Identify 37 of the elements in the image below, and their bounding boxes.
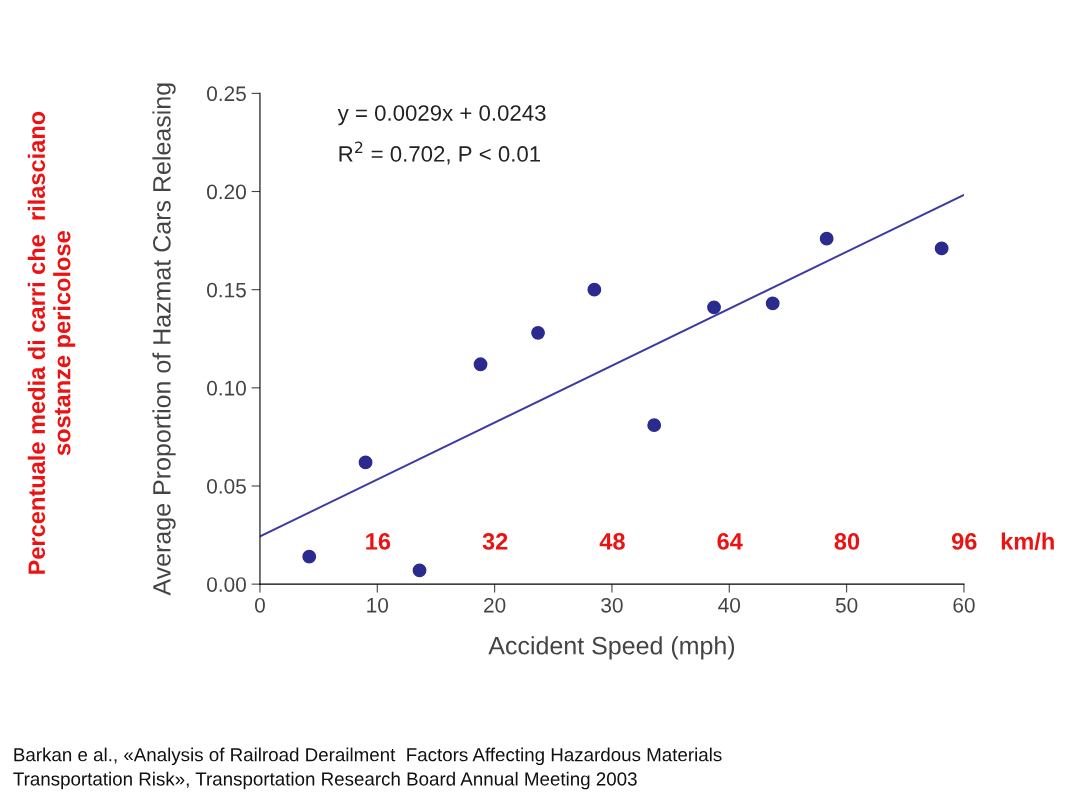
point [412,563,427,578]
annotation: 64 [717,533,743,550]
text: Barkan e al., «Analysis of Railroad Derailment Factors Affecting Hazardous Materials Transportation Risk», Transportation Research Board Annual Meeting 2003 [13,747,722,790]
point [302,549,317,564]
point [647,418,662,433]
point [473,357,488,372]
y-tick-label: 0.15 [207,282,246,298]
y-tick-label: 0.10 [207,380,246,396]
x-tick-label: 20 [484,597,506,613]
point [358,455,373,470]
point [934,241,949,256]
y-axis-title: Average Proportion of Hazmat Cars Releasing [152,83,176,596]
point [587,282,602,297]
point [531,325,545,340]
annotation: 32 [482,533,508,550]
text: km/h [1001,532,1054,551]
point [707,300,721,315]
y-tick-label: 0.25 [207,86,246,102]
x-axis-title: Accident Speed (mph) [488,636,735,660]
annotation: 80 [834,533,860,550]
x-tick-label: 50 [835,597,858,613]
x-tick-label: 40 [718,597,741,613]
annotation: 96 [951,533,977,550]
annotation: 16 [366,533,391,550]
x-tick-label: 10 [367,597,389,613]
y-tick-label: 0.20 [207,184,246,200]
annotation: R$^{2}$ = 0.702, P < 0.01 [339,141,541,165]
y-tick-label: 0.05 [207,478,246,494]
annotation: y = 0.0029x + 0.0243 [337,105,546,126]
point [765,296,780,311]
x-tick-label: 60 [953,597,975,613]
point [819,231,834,246]
annotation: 48 [599,533,625,550]
x-tick-label: 0 [254,597,265,613]
x-tick-label: 30 [601,597,623,613]
text: Percentuale media di carri che rilasciano sostanze pericolose [27,111,76,574]
y-tick-label: 0.00 [207,577,246,592]
